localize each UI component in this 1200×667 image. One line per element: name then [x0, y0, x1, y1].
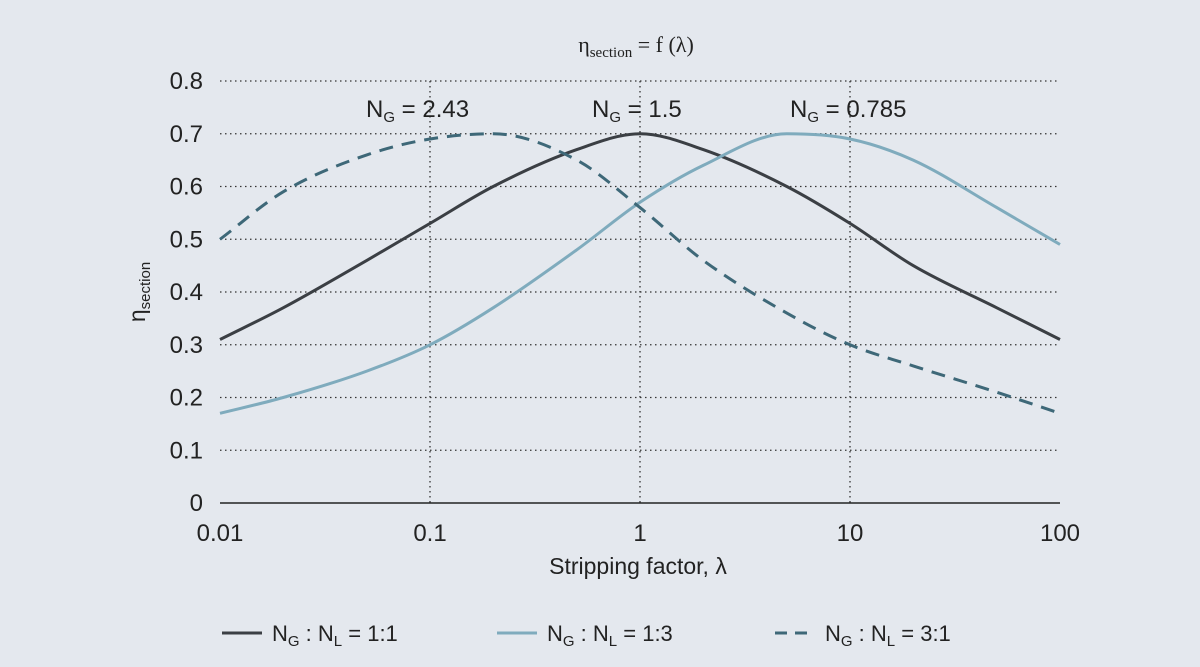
series-line-1-1: [219, 132, 1061, 341]
y-tick-label: 0.4: [170, 279, 203, 306]
series-line-1-3: [219, 132, 1061, 415]
series-lines: [219, 132, 1061, 415]
annotation-label: NG = 0.785: [790, 96, 906, 126]
anno-sub: G: [609, 109, 621, 126]
legend: NG : NL = 1:1 NG : NL = 1:3 NG : NL = 3:1: [222, 621, 951, 650]
legend-ratio: = 1:3: [617, 621, 673, 646]
legend-sub-l: L: [609, 633, 617, 650]
anno-n: N: [790, 96, 807, 123]
anno-n: N: [366, 96, 383, 123]
legend-label: NG : NL = 1:3: [547, 621, 673, 650]
anno-n: N: [592, 96, 609, 123]
legend-ratio: = 1:1: [342, 621, 398, 646]
y-tick-label: 0.3: [170, 332, 203, 359]
legend-n: N: [547, 621, 563, 646]
legend-ratio: = 3:1: [895, 621, 951, 646]
title-rest: = f (λ): [632, 32, 694, 57]
legend-label: NG : NL = 1:1: [272, 621, 398, 650]
chart-title: ηsection = f (λ): [578, 32, 694, 61]
y-tick-label: 0.1: [170, 437, 203, 464]
y-tick-label: 0.7: [170, 121, 203, 148]
legend-sub-g: G: [563, 633, 575, 650]
series-line-3-1: [219, 132, 1061, 415]
tick-labels: 0 0.1 0.2 0.3 0.4 0.5 0.6 0.7 0.8 0.01 0.1 1 10 100: [170, 68, 1080, 547]
anno-value: = 0.785: [819, 96, 906, 123]
anno-sub: G: [807, 109, 819, 126]
y-axis-title: ηsection: [124, 262, 154, 322]
y-tick-label: 0.5: [170, 226, 203, 253]
legend-sub-g: G: [288, 633, 300, 650]
annotations: NG = 2.43 NG = 1.5 NG = 0.785: [366, 96, 906, 126]
x-tick-label: 0.1: [413, 520, 446, 547]
x-tick-label: 10: [837, 520, 864, 547]
x-tick-label: 0.01: [197, 520, 244, 547]
legend-n: N: [825, 621, 841, 646]
title-eta: η: [578, 32, 590, 57]
grid-lines: [220, 80, 1060, 503]
y-tick-label: 0.2: [170, 385, 203, 412]
y-tick-label: 0.6: [170, 174, 203, 201]
legend-label: NG : NL = 3:1: [825, 621, 951, 650]
annotation-label: NG = 2.43: [366, 96, 469, 126]
x-axis-title: Stripping factor, λ: [549, 553, 727, 579]
anno-sub: G: [383, 109, 395, 126]
title-sub: section: [590, 45, 633, 61]
x-tick-label: 1: [633, 520, 646, 547]
legend-n: N: [272, 621, 288, 646]
y-title-sub: section: [137, 262, 154, 310]
anno-value: = 2.43: [395, 96, 469, 123]
legend-mid: : N: [575, 621, 609, 646]
x-tick-label: 100: [1040, 520, 1080, 547]
anno-value: = 1.5: [621, 96, 682, 123]
y-tick-label: 0: [190, 490, 203, 517]
legend-sub-l: L: [887, 633, 895, 650]
y-title-eta: η: [124, 309, 150, 322]
legend-sub-g: G: [841, 633, 853, 650]
legend-mid: : N: [853, 621, 887, 646]
legend-mid: : N: [300, 621, 334, 646]
y-tick-label: 0.8: [170, 68, 203, 95]
annotation-label: NG = 1.5: [592, 96, 682, 126]
legend-sub-l: L: [334, 633, 342, 650]
